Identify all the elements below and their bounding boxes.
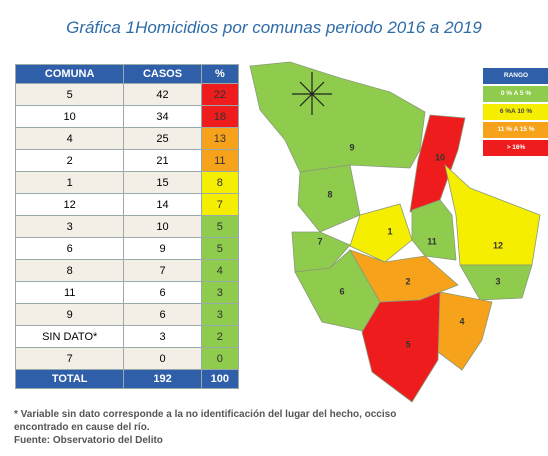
cell: 10 — [123, 215, 202, 238]
row: 3 10 5 — [14, 215, 240, 238]
cell: 12 — [14, 193, 125, 216]
cell: 21 — [123, 149, 202, 172]
cell: 9 — [14, 303, 125, 326]
header-cell: COMUNA — [14, 64, 125, 84]
cell: 7 — [200, 193, 240, 216]
legend-item: 11 % A 15 % — [483, 122, 548, 138]
cell: 5 — [14, 83, 125, 106]
cell: 6 — [123, 281, 202, 304]
cell: 3 — [123, 325, 202, 348]
cell: 100 — [200, 369, 240, 389]
region — [291, 231, 351, 273]
region-label: 12 — [493, 240, 503, 250]
header-cell: CASOS — [123, 64, 202, 84]
cell: 7 — [14, 347, 125, 370]
region — [361, 291, 441, 403]
note: Fuente: Observatorio del Delito — [14, 435, 163, 446]
cell: 34 — [123, 105, 202, 128]
cell: 25 — [123, 127, 202, 150]
cell: 18 — [200, 105, 240, 128]
cell: 3 — [200, 281, 240, 304]
cell: 0 — [200, 347, 240, 370]
cell: 11 — [200, 149, 240, 172]
cell: 7 — [123, 259, 202, 282]
region — [349, 203, 413, 263]
legend-item: 6 %A 10 % — [483, 104, 548, 120]
cell: 4 — [14, 127, 125, 150]
notes: * Variable sin dato corresponde a la no … — [14, 408, 548, 447]
cell: 9 — [123, 237, 202, 260]
legend-item: > 16% — [483, 140, 548, 156]
row: 11 6 3 — [14, 281, 240, 304]
cell: 0 — [123, 347, 202, 370]
cell: 2 — [200, 325, 240, 348]
cell: 8 — [200, 171, 240, 194]
row: 5 42 22 — [14, 83, 240, 106]
cell: 42 — [123, 83, 202, 106]
cell: 13 — [200, 127, 240, 150]
cell: 14 — [123, 193, 202, 216]
region-label: 6 — [339, 286, 344, 296]
cell: 6 — [123, 303, 202, 326]
region — [459, 264, 533, 301]
note: encontrado en cause del río. — [14, 422, 150, 433]
region — [431, 291, 493, 371]
legend: RANGO 0 % A 5 % 6 %A 10 % 11 % A 15 % > 16% — [483, 68, 548, 158]
row: 10 34 18 — [14, 105, 240, 128]
title: Gráfica 1Homicidios por comunas periodo … — [66, 18, 482, 37]
region-label: 3 — [495, 276, 500, 286]
cell: 15 — [123, 171, 202, 194]
cell: 8 — [14, 259, 125, 282]
header-cell: % — [200, 64, 240, 84]
cell: TOTAL — [14, 369, 125, 389]
table: COMUNA CASOS% 5 42 22 10 34 18 4 25 13 2 21 11 1 15 8 12 1… — [14, 64, 240, 389]
region-label: 10 — [435, 152, 445, 162]
region — [249, 61, 426, 173]
row: 4 25 13 — [14, 127, 240, 150]
cell: SIN DATO* — [14, 325, 125, 348]
region — [411, 199, 457, 261]
legend-title: RANGO — [483, 68, 548, 84]
region-label: 7 — [317, 236, 322, 246]
cell: 4 — [200, 259, 240, 282]
cell: 5 — [200, 215, 240, 238]
region-label: 9 — [349, 142, 354, 152]
cell: 3 — [14, 215, 125, 238]
region-label: 4 — [459, 316, 464, 326]
cell: 10 — [14, 105, 125, 128]
region-label: 1 — [387, 226, 392, 236]
note: * Variable sin dato corresponde a la no … — [14, 409, 397, 420]
region-label: 5 — [405, 339, 410, 349]
total-row: TOTAL 192 100 — [14, 369, 240, 389]
cell: 192 — [123, 369, 202, 389]
region-label: 2 — [405, 276, 410, 286]
cell: 6 — [14, 237, 125, 260]
legend-item: 0 % A 5 % — [483, 86, 548, 102]
region — [297, 164, 361, 233]
compass — [292, 72, 332, 115]
cell: 5 — [200, 237, 240, 260]
row: SIN DATO* 3 2 — [14, 325, 240, 348]
region-label: 8 — [327, 189, 332, 199]
cell: 22 — [200, 83, 240, 106]
cell: 2 — [14, 149, 125, 172]
row: 2 21 11 — [14, 149, 240, 172]
row: 1 15 8 — [14, 171, 240, 194]
cell: 3 — [200, 303, 240, 326]
cell: 1 — [14, 171, 125, 194]
row: 12 14 7 — [14, 193, 240, 216]
region-label: 11 — [427, 236, 437, 246]
cell: 11 — [14, 281, 125, 304]
